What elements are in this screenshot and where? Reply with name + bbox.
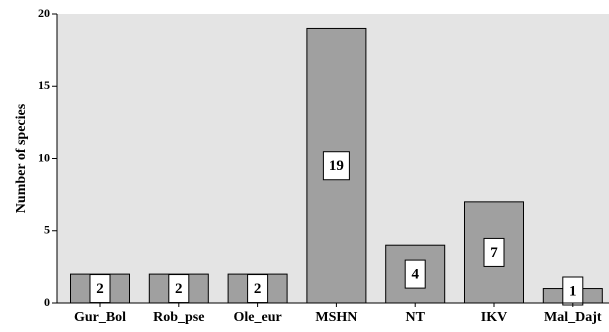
y-tick-label: 0 — [44, 295, 50, 309]
data-label-box — [404, 259, 426, 289]
category-label: IKV — [481, 310, 507, 325]
y-tick-label: 10 — [38, 150, 50, 164]
category-labels-group: Gur_Bol Rob_pse Ole_eur MSHN NT IKV Mal_Dajt — [74, 303, 602, 325]
data-label: 19 — [329, 158, 344, 174]
category-label: Mal_Dajt — [544, 310, 602, 325]
y-ticks-group: 0 5 10 15 20 — [38, 6, 57, 309]
category-label: MSHN — [315, 310, 357, 325]
category-label: NT — [405, 310, 425, 325]
data-label: 1 — [569, 283, 577, 299]
y-axis-title: Number of species — [14, 103, 29, 213]
y-tick-label: 20 — [38, 6, 50, 20]
y-tick-label: 5 — [44, 223, 50, 237]
data-label: 2 — [96, 281, 104, 297]
data-label-box — [322, 151, 350, 181]
data-labels-group: 2 2 2 19 4 7 1 — [89, 151, 584, 306]
data-label-box — [483, 237, 505, 267]
category-label: Rob_pse — [153, 310, 204, 325]
category-label: Gur_Bol — [74, 310, 126, 325]
category-label: Ole_eur — [233, 310, 281, 325]
data-label: 4 — [411, 267, 419, 283]
data-label: 7 — [490, 245, 498, 261]
data-label: 2 — [175, 281, 183, 297]
data-label: 2 — [254, 281, 262, 297]
y-tick-label: 15 — [38, 78, 50, 92]
